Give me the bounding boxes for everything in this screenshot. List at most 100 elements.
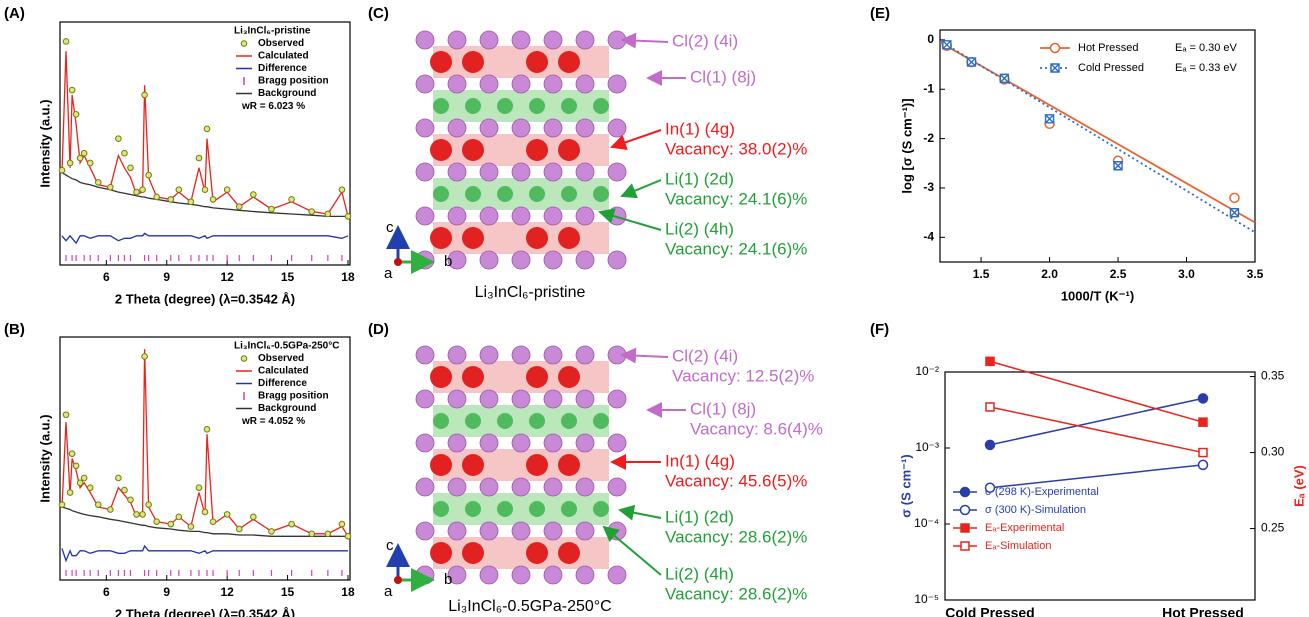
cl-atom — [608, 390, 626, 408]
cl-atom — [608, 163, 626, 181]
polyhedra-layer — [433, 222, 609, 254]
y2-tick-label: 0.35 — [1261, 369, 1285, 383]
data-point — [1000, 74, 1008, 82]
axis-label: b — [444, 253, 452, 270]
cl-atom — [512, 163, 530, 181]
observed-point — [204, 427, 210, 433]
y2-tick-label: 0.25 — [1261, 521, 1285, 535]
pattern-line — [62, 233, 348, 243]
x-tick-label: 6 — [103, 585, 110, 599]
in-atom — [526, 139, 548, 161]
data-point — [986, 483, 995, 492]
in-atom — [558, 227, 580, 249]
site-label: In(1) (4g) — [665, 119, 735, 138]
observed-point — [81, 150, 87, 156]
in-atom — [462, 366, 484, 388]
observed-point — [202, 187, 208, 193]
cl-atom — [544, 346, 562, 364]
legend-label: Calculated — [258, 366, 309, 377]
cl-atom — [480, 207, 498, 225]
panel-label: (B) — [4, 321, 25, 338]
observed-point — [196, 485, 202, 491]
cl-atom — [416, 119, 434, 137]
polyhedra-layer — [433, 405, 609, 437]
observed-point — [95, 180, 101, 186]
y-tick-label: 10⁻³ — [915, 440, 939, 454]
in-atom — [430, 51, 452, 73]
cl-atom — [448, 119, 466, 137]
li-atom — [497, 186, 513, 202]
legend-label: Hot Pressed — [1078, 42, 1139, 54]
site-vacancy: Vacancy: 28.6(2)% — [665, 527, 807, 546]
y-axis-label: σ (S cm⁻¹) — [898, 454, 913, 517]
x-tick-label: 15 — [281, 270, 295, 284]
legend-label: Eₐ-Experimental — [985, 522, 1064, 534]
observed-point — [128, 497, 134, 503]
in-atom — [526, 454, 548, 476]
li-atom — [593, 413, 609, 429]
observed-point — [309, 209, 315, 215]
observed-point — [251, 514, 257, 520]
cl-atom — [480, 251, 498, 269]
observed-point — [269, 206, 275, 212]
legend-label: Bragg position — [258, 76, 329, 87]
observed-point — [116, 136, 122, 142]
observed-point — [63, 412, 69, 418]
cl-atom — [544, 434, 562, 452]
site-vacancy: Vacancy: 24.1(6)% — [665, 239, 807, 258]
observed-point — [122, 150, 128, 156]
polyhedra-layer — [433, 361, 609, 393]
in-atom — [430, 366, 452, 388]
axis-origin — [394, 258, 402, 266]
cl-atom — [576, 522, 594, 540]
cl-atom — [576, 31, 594, 49]
legend-label: Difference — [258, 378, 307, 389]
x-axis-label: 2 Theta (degree) (λ=0.3542 Å) — [115, 291, 295, 306]
cl-atom — [608, 478, 626, 496]
cl-atom — [544, 75, 562, 93]
in-atom — [526, 366, 548, 388]
site-vacancy: Vacancy: 45.6(5)% — [665, 471, 807, 490]
annotation: wR = 6.023 % — [241, 101, 305, 112]
cl-atom — [576, 566, 594, 584]
cl-atom — [608, 75, 626, 93]
x-tick-label: 2.5 — [1110, 267, 1127, 281]
cl-atom — [512, 346, 530, 364]
legend-annotation: Eₐ = 0.33 eV — [1175, 62, 1238, 74]
cl-atom — [576, 251, 594, 269]
axis-label: b — [444, 571, 452, 588]
observed-point — [87, 485, 93, 491]
legend-annotation: Eₐ = 0.30 eV — [1175, 42, 1238, 54]
observed-point — [210, 519, 216, 525]
structure-caption: Li₃InCl₆-pristine — [475, 284, 586, 301]
polyhedra-layer — [433, 493, 609, 525]
in-atom — [558, 366, 580, 388]
x-tick-label: 6 — [103, 270, 110, 284]
x-tick-label: 3.0 — [1178, 267, 1195, 281]
observed-point — [168, 197, 174, 203]
data-point — [1199, 418, 1207, 426]
cl-atom — [512, 390, 530, 408]
li-atom — [433, 413, 449, 429]
observed-point — [251, 192, 257, 198]
legend-label: Calculated — [258, 51, 309, 62]
observed-point — [140, 187, 146, 193]
cl-atom — [416, 31, 434, 49]
data-point — [1046, 115, 1054, 123]
observed-point — [289, 197, 295, 203]
observed-point — [176, 187, 182, 193]
cl-atom — [416, 75, 434, 93]
observed-point — [77, 155, 83, 161]
data-point — [1199, 394, 1208, 403]
cl-atom — [544, 119, 562, 137]
observed-point — [224, 187, 230, 193]
li-atom — [593, 98, 609, 114]
data-point — [986, 403, 994, 411]
site-arrow — [622, 355, 668, 357]
observed-point — [87, 160, 93, 166]
panel-label: (F) — [870, 321, 889, 338]
in-atom — [526, 227, 548, 249]
cl-atom — [576, 346, 594, 364]
site-arrow — [622, 40, 668, 42]
cl-atom — [448, 207, 466, 225]
